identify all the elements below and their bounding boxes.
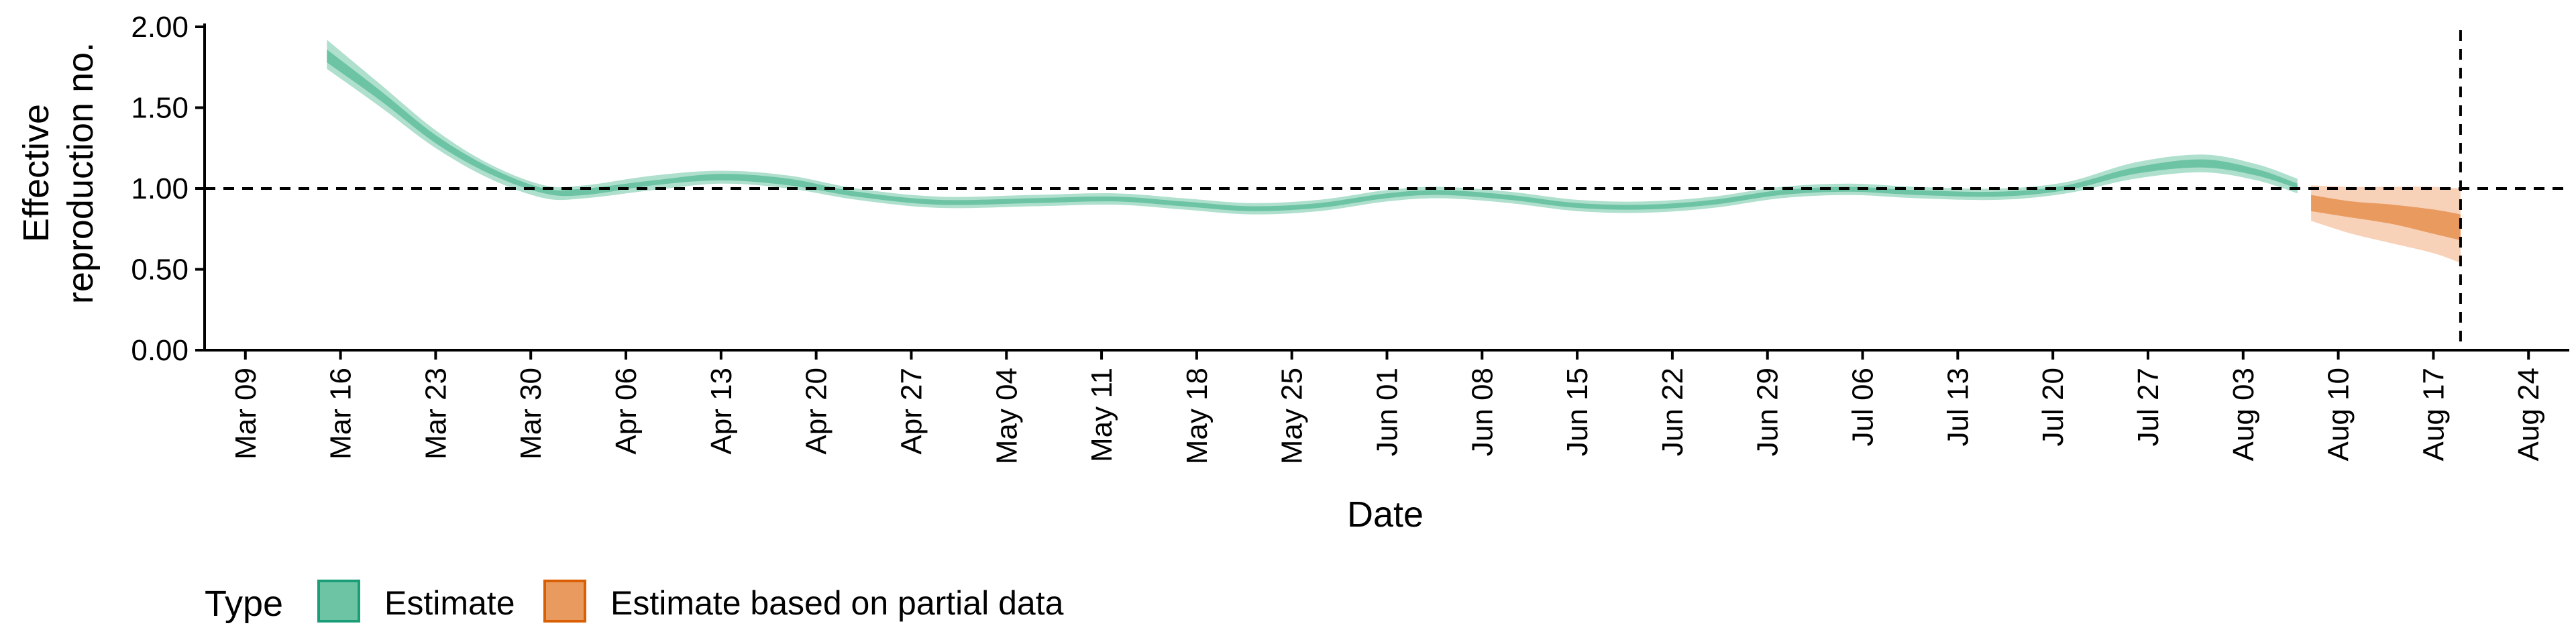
band-50-estimate	[327, 49, 2298, 211]
x-tick-label: Apr 06	[610, 368, 643, 455]
axes: 0.00 0.50 1.00 1.50 2.00 Mar 09 Mar 16 Mar 23 Ma…	[131, 11, 2569, 464]
x-tick-label: May 25	[1276, 368, 1309, 464]
x-tick-label: Mar 23	[419, 368, 452, 460]
x-tick-label: Jul 20	[2037, 368, 2070, 446]
x-tick-label: Aug 10	[2322, 368, 2355, 461]
plot-area	[205, 30, 2569, 350]
y-tick-label: 2.00	[131, 11, 189, 44]
x-tick-label: Jun 08	[1466, 368, 1499, 456]
x-tick-label: May 11	[1085, 368, 1118, 462]
y-tick-label: 0.50	[131, 254, 189, 286]
x-tick-label: Mar 30	[515, 368, 547, 460]
x-axis-title: Date	[1347, 494, 1424, 535]
legend-label-estimate: Estimate	[384, 584, 515, 622]
x-tick-label: Jun 22	[1656, 368, 1689, 456]
x-tick-label: Jul 06	[1847, 368, 1880, 446]
legend: Type Estimate Estimate based on partial …	[205, 580, 1064, 624]
x-tick-label: May 18	[1181, 368, 1214, 464]
y-axis-title-line2: reproduction no.	[60, 42, 101, 304]
x-tick-label: Jul 13	[1941, 368, 1974, 446]
x-tick-label: Jun 15	[1561, 368, 1594, 456]
x-tick-label: Apr 27	[895, 368, 928, 455]
x-tick-label: Apr 13	[705, 368, 738, 455]
y-axis-title-line1: Effective	[16, 104, 56, 242]
x-tick-label: Jul 27	[2132, 368, 2165, 446]
x-tick-label: Aug 03	[2227, 368, 2260, 461]
x-tick-label: Mar 09	[229, 368, 262, 460]
x-tick-label: Apr 20	[800, 368, 833, 455]
y-tick-label: 1.50	[131, 92, 189, 125]
x-tick-label: Jun 29	[1752, 368, 1784, 456]
y-tick-label: 0.00	[131, 334, 189, 367]
legend-title: Type	[205, 584, 283, 624]
x-tick-label: Jun 01	[1371, 368, 1404, 456]
x-tick-label: Aug 24	[2512, 368, 2545, 461]
y-tick-label: 1.00	[131, 172, 189, 205]
legend-label-partial: Estimate based on partial data	[610, 584, 1064, 622]
band-50-estimate-based-on-partial-data	[2311, 195, 2461, 241]
legend-key-estimate	[317, 580, 360, 623]
x-tick-label: Aug 17	[2417, 368, 2450, 461]
x-tick-label: May 04	[990, 368, 1023, 464]
legend-key-partial	[543, 580, 586, 623]
x-tick-label: Mar 16	[325, 368, 358, 460]
